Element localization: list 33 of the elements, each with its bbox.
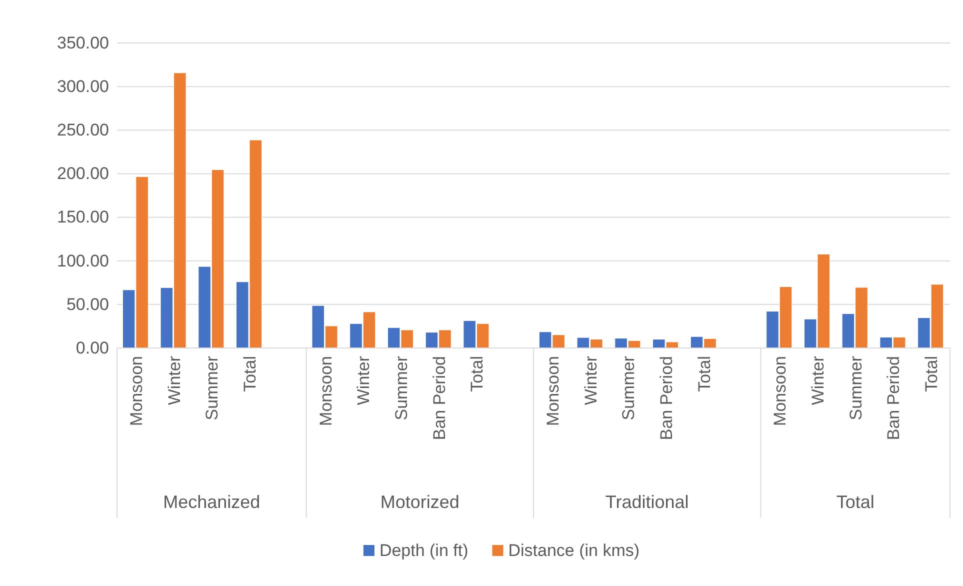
x-tick-label: Total (468, 356, 487, 392)
x-tick-label: Monsoon (316, 356, 336, 426)
x-tick-label: Ban Period (430, 356, 449, 440)
y-tick-label: 250.00 (57, 120, 109, 140)
y-tick-label: 300.00 (57, 77, 109, 96)
x-tick-label: Monsoon (126, 356, 146, 426)
y-tick-label: 200.00 (57, 164, 109, 184)
x-tick-label: Ban Period (884, 356, 904, 440)
y-tick-label: 350.00 (57, 33, 109, 52)
text: Mechanized (163, 492, 260, 512)
x-tick-label: Winter (164, 356, 184, 406)
text: Motorized (380, 492, 460, 512)
x-tick-label: Total (694, 356, 714, 392)
legend-label: Depth (in ft) (379, 541, 468, 560)
y-tick-label: 150.00 (57, 208, 109, 227)
x-tick-label: Ban Period (657, 356, 676, 440)
x-tick-label: Monsoon (543, 356, 562, 426)
y-tick-label: 0.00 (76, 338, 109, 358)
y-tick-label: 100.00 (57, 251, 109, 270)
x-tick-label: Summer (202, 356, 222, 420)
x-tick-label: Winter (808, 356, 828, 406)
text: Total (836, 492, 874, 512)
text: Traditional (605, 492, 689, 512)
x-tick-label: Summer (846, 356, 866, 420)
legend-label: Distance (in kms) (508, 541, 640, 560)
x-tick-label: Total (922, 356, 942, 392)
x-tick-label: Winter (581, 356, 600, 406)
x-tick-label: Summer (619, 356, 638, 420)
x-tick-label: Monsoon (770, 356, 790, 426)
x-tick-label: Summer (392, 356, 411, 420)
x-tick-label: Total (240, 356, 260, 392)
x-tick-label: Winter (354, 356, 374, 406)
y-tick-label: 50.00 (66, 294, 109, 314)
